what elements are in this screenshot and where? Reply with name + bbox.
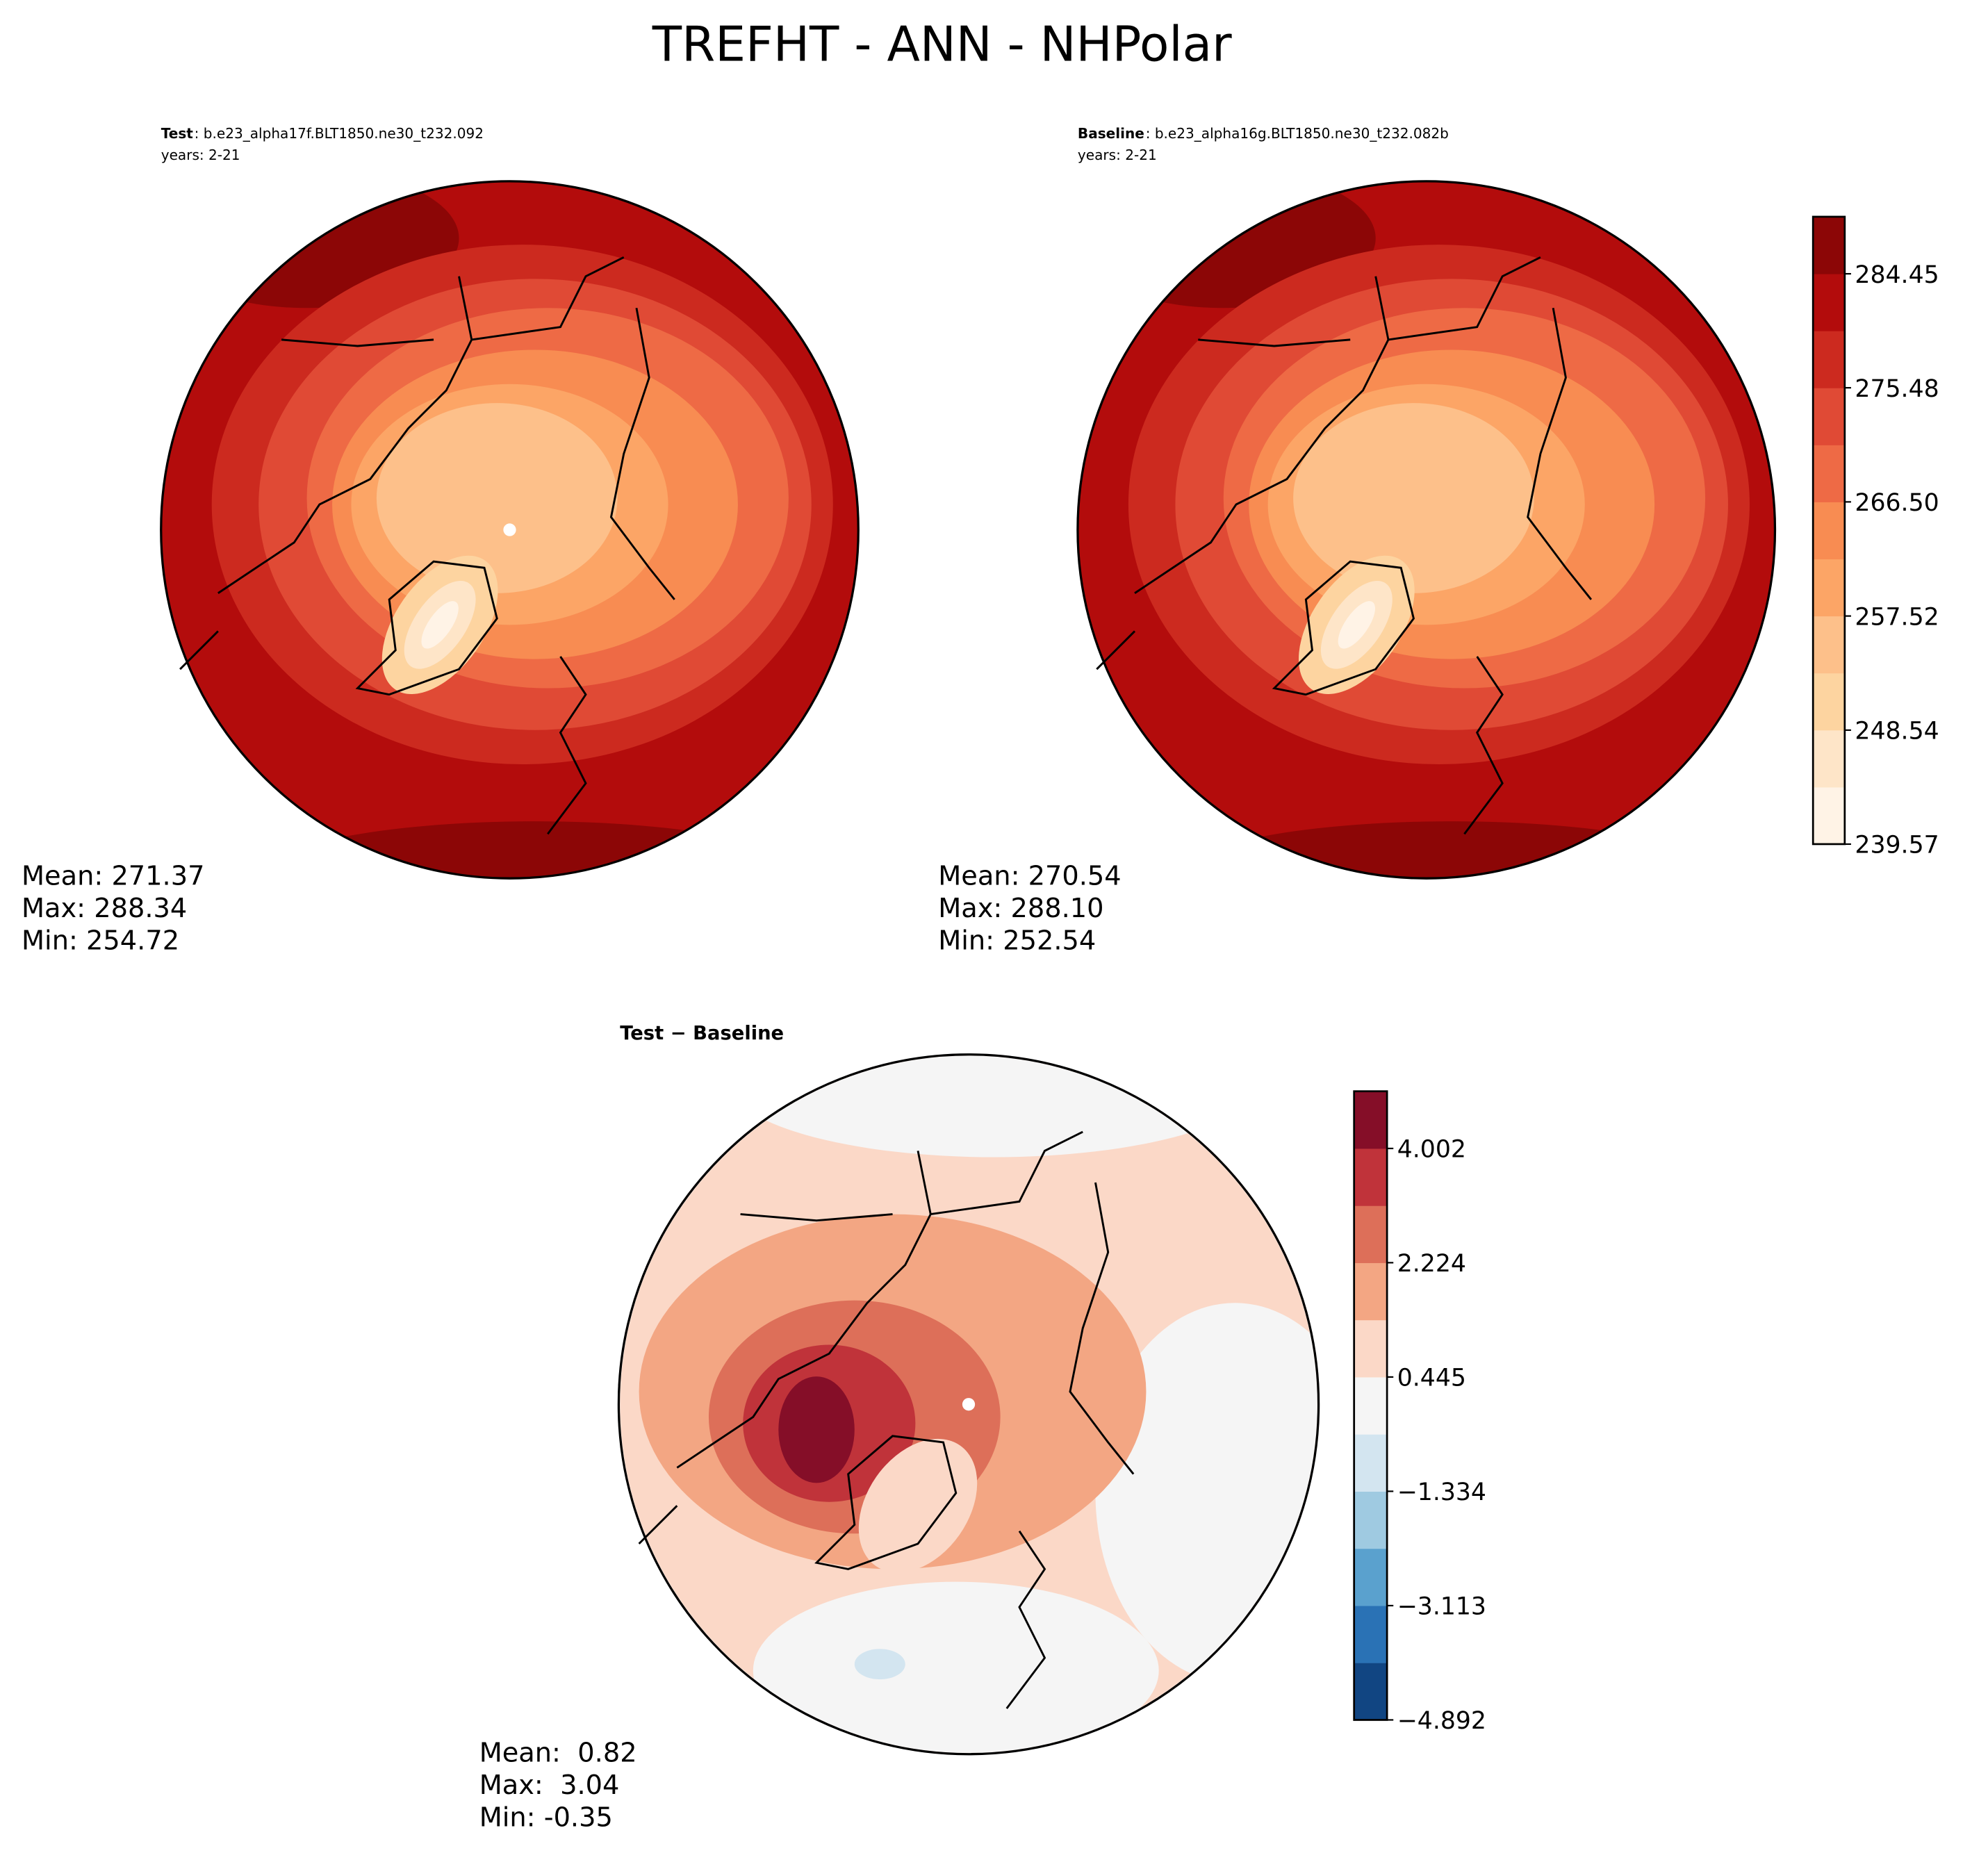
colorbar-tick-label: 2.224	[1397, 1250, 1466, 1278]
colorbar-level	[1354, 1376, 1388, 1435]
panel-label: Test	[161, 125, 194, 142]
colorbar-tick-label: 0.445	[1397, 1365, 1466, 1392]
colorbar-level	[1813, 274, 1845, 331]
colorbar-level	[1354, 1091, 1388, 1149]
colorbar-level	[1354, 1205, 1388, 1263]
years: years: 2-21	[1078, 147, 1157, 163]
stat: Min: 254.72	[22, 925, 179, 956]
stat: Max: 288.34	[22, 893, 187, 924]
map	[617, 1053, 1320, 1756]
colorbar-level	[1354, 1262, 1388, 1321]
colorbar-level	[1354, 1319, 1388, 1378]
colorbar-level	[1354, 1548, 1388, 1606]
case-name: : b.e23_alpha17f.BLT1850.ne30_t232.092	[195, 125, 484, 142]
stat: Mean: 271.37	[22, 860, 204, 891]
colorbar-level	[1813, 730, 1845, 788]
colorbar-level	[1813, 502, 1845, 560]
case-name: : b.e23_alpha16g.BLT1850.ne30_t232.082b	[1146, 125, 1449, 142]
colorbar-tick-label: 239.57	[1855, 832, 1939, 859]
colorbar-level	[1354, 1148, 1388, 1206]
colorbar-level	[1354, 1434, 1388, 1492]
colorbar-level	[1813, 787, 1845, 845]
colorbar-tick-label: 275.48	[1855, 375, 1939, 403]
stat: Max: 3.04	[479, 1770, 620, 1801]
colorbar-level	[1813, 331, 1845, 388]
colorbar-level	[1813, 559, 1845, 617]
colorbar-level	[1354, 1605, 1388, 1663]
colorbar-frame	[1353, 1090, 1388, 1721]
stat: Max: 288.10	[938, 893, 1103, 924]
colorbar-level	[1354, 1491, 1388, 1549]
panel-label: Baseline	[1078, 125, 1144, 142]
panel-label: Test − Baseline	[620, 1023, 784, 1044]
map	[1076, 180, 1777, 880]
map	[160, 180, 860, 880]
colorbar-frame	[1812, 215, 1846, 846]
colorbar-level	[1813, 216, 1845, 274]
stat: Min: 252.54	[938, 925, 1096, 956]
colorbar-tick-label: −1.334	[1397, 1479, 1486, 1506]
years: years: 2-21	[161, 147, 240, 163]
colorbar-tick-label: 4.002	[1397, 1136, 1466, 1164]
colorbar-tick-label: 257.52	[1855, 603, 1939, 631]
colorbar-tick-label: −3.113	[1397, 1593, 1486, 1621]
figure-title: TREFHT - ANN - NHPolar	[652, 17, 1232, 73]
stat: Mean: 270.54	[938, 860, 1121, 891]
colorbar-level	[1813, 673, 1845, 731]
colorbar-level	[1813, 616, 1845, 674]
colorbar-level	[1813, 388, 1845, 445]
stat: Min: -0.35	[479, 1802, 613, 1834]
colorbar-level	[1354, 1663, 1388, 1721]
colorbar-tick-label: 284.45	[1855, 261, 1939, 289]
colorbar-tick-label: 248.54	[1855, 718, 1939, 746]
colorbar-level	[1813, 445, 1845, 502]
stat: Mean: 0.82	[479, 1738, 637, 1769]
colorbar-tick-label: 266.50	[1855, 489, 1939, 517]
colorbar-tick-label: −4.892	[1397, 1707, 1486, 1735]
